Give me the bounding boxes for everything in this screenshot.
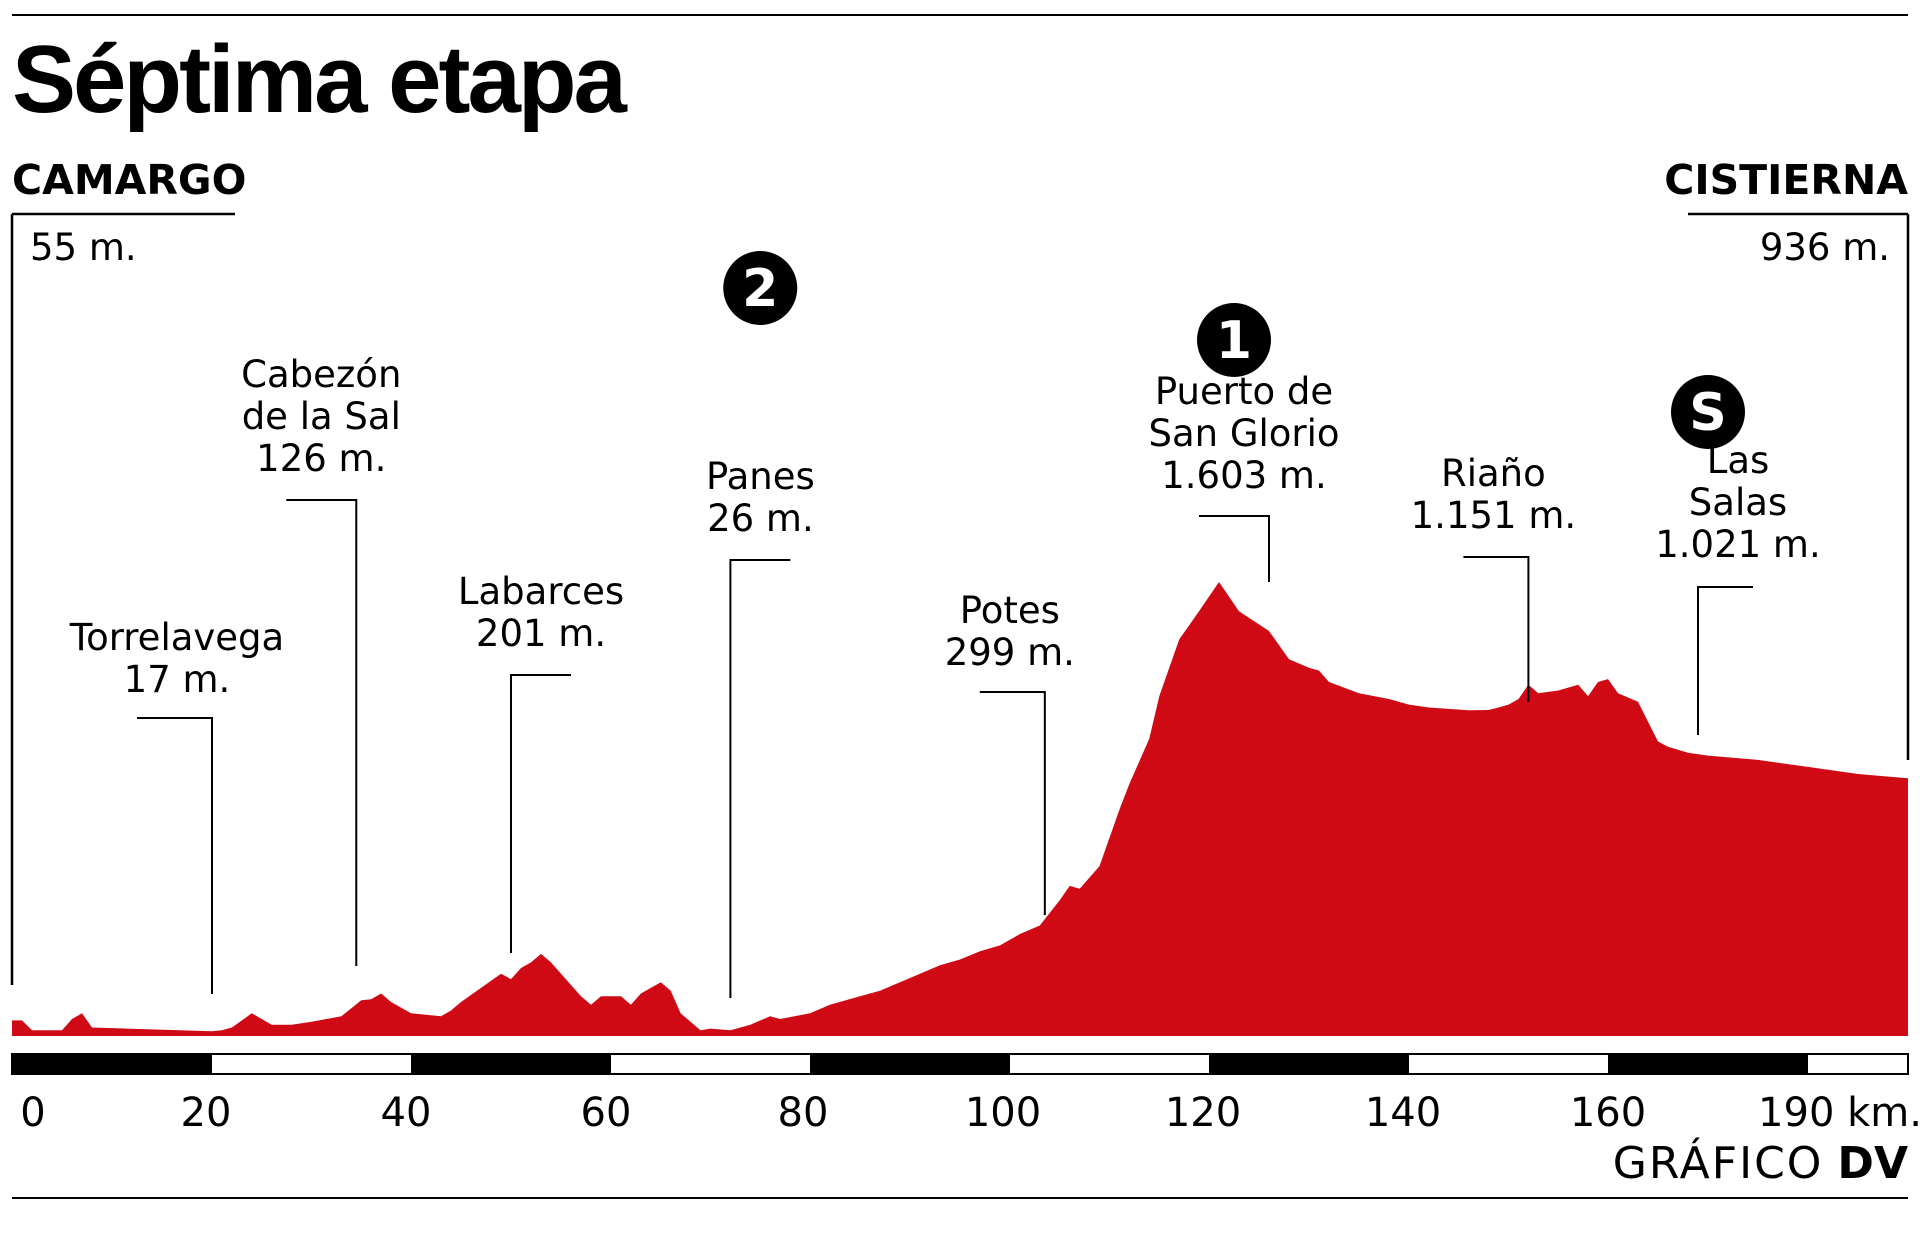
bar-segment-0 (12, 1055, 212, 1073)
annotation-label-line: San Glorio (1148, 412, 1339, 455)
bar-segment-2 (810, 1055, 1010, 1073)
tick-label-2: 40 (381, 1090, 432, 1136)
finish-city: CISTIERNA (1664, 156, 1908, 204)
annotation-label-line: Cabezón (241, 353, 401, 396)
finish-bracket (1688, 212, 1910, 760)
annotation-label-line: Potes (960, 589, 1060, 632)
annotation-label-line: Puerto de (1155, 370, 1333, 413)
credit-brand: DV (1837, 1138, 1908, 1189)
bar-segment-1 (411, 1055, 611, 1073)
badge-label: S (1689, 383, 1726, 443)
tick-label-5: 100 (965, 1090, 1041, 1136)
badge-2: 2 (723, 251, 798, 325)
badge-circle (1671, 375, 1745, 449)
annotation-label-line: Panes (706, 455, 815, 498)
badge-label: 2 (742, 259, 778, 319)
tick-label-1: 20 (181, 1090, 232, 1136)
badge-circle (723, 251, 798, 325)
leader-line (1697, 586, 1753, 735)
annotation-label-line: 17 m. (124, 658, 231, 701)
annotation-label-line: 1.603 m. (1161, 454, 1327, 497)
credit-prefix: GRÁFICO (1613, 1136, 1824, 1189)
tick-label-6: 120 (1165, 1090, 1241, 1136)
leader-line (1463, 556, 1530, 702)
badge-S: S (1671, 375, 1745, 449)
tick-label-4: 80 (778, 1090, 829, 1136)
tick-label-0: 0 (20, 1090, 45, 1136)
annotation-label-line: 1.021 m. (1655, 523, 1821, 566)
elevation-profile-area (12, 582, 1908, 1036)
leader-line (286, 499, 358, 966)
tick-label-9: 190 km. (1758, 1090, 1920, 1136)
annotation-label-line: 126 m. (256, 437, 386, 480)
bar-segment-4 (1608, 1055, 1808, 1073)
credit: GRÁFICO DV (1613, 1136, 1908, 1189)
badge-label: 1 (1216, 311, 1252, 371)
leader-line (979, 691, 1046, 915)
annotation-label-line: de la Sal (242, 395, 401, 438)
annotation-label-line: 26 m. (707, 497, 814, 540)
distance-tick-labels: 0 20 40 60 80 100 120 140 160 190 km. (20, 1090, 1920, 1136)
annotation-label-line: Labarces (458, 570, 624, 613)
annotation-label-line: Torrelavega (69, 616, 284, 659)
category-badges: 2 1 S (723, 251, 1745, 449)
bar-segment-3 (1209, 1055, 1409, 1073)
tick-label-3: 60 (581, 1090, 632, 1136)
tick-label-8: 160 (1570, 1090, 1646, 1136)
start-elevation: 55 m. (30, 226, 137, 269)
leader-line (510, 674, 571, 953)
start-city: CAMARGO (12, 156, 246, 204)
leader-line (137, 717, 213, 994)
badge-1: 1 (1197, 303, 1271, 377)
annotation-label-line: Salas (1689, 481, 1787, 524)
distance-bar-segments (12, 1055, 1808, 1073)
annotation-label-line: 1.151 m. (1411, 494, 1577, 537)
page-title: Séptima etapa (12, 26, 628, 133)
start-bracket (10, 212, 235, 985)
leader-line (729, 559, 791, 998)
annotation-label-line: Riaño (1441, 452, 1546, 495)
annotation-label-line: 201 m. (476, 612, 606, 655)
finish-elevation: 936 m. (1760, 226, 1890, 269)
annotation-label-line: 299 m. (945, 631, 1075, 674)
leader-line (1199, 515, 1270, 582)
tick-label-7: 140 (1365, 1090, 1441, 1136)
badge-circle (1197, 303, 1271, 377)
